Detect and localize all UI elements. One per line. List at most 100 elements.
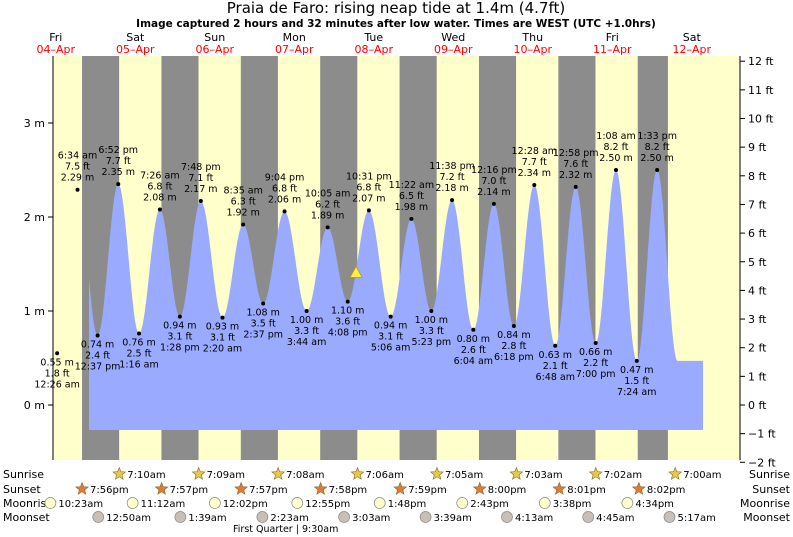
high-tide-feet: 6.5 ft (399, 191, 424, 202)
low-tide-time: 5:23 pm (412, 337, 452, 348)
high-tide-point (241, 222, 246, 227)
y-right-tick-label: −1 ft (748, 428, 776, 441)
high-tide-meters: 2.07 m (352, 193, 385, 204)
low-tide-meters: 0.66 m (579, 347, 612, 358)
high-tide-feet: 7.6 ft (563, 159, 588, 170)
high-tide-meters: 2.50 m (640, 153, 673, 164)
moonrise-time: 4:34pm (635, 499, 674, 510)
low-tide-meters: 0.63 m (539, 350, 572, 361)
low-tide-time: 6:18 pm (494, 352, 534, 363)
sunset-time: 8:02pm (647, 485, 686, 496)
high-tide-time: 8:35 am (223, 186, 262, 197)
high-tide-feet: 6.3 ft (231, 197, 256, 208)
high-tide-point (409, 216, 414, 221)
day-date: 09–Apr (434, 43, 473, 56)
now-triangle-icon (349, 265, 363, 278)
low-tide-point (388, 314, 393, 319)
high-tide-feet: 7.5 ft (65, 162, 90, 173)
high-tide-point (116, 182, 121, 187)
high-tide-point (282, 209, 287, 214)
low-tide-point (137, 331, 142, 336)
low-tide-time: 6:04 am (454, 356, 493, 367)
chart-subtitle: Image captured 2 hours and 32 minutes af… (136, 18, 656, 30)
moonset-icon (256, 511, 269, 523)
moonrise-time: 12:02pm (223, 499, 268, 510)
high-tide-feet: 6.8 ft (272, 183, 297, 194)
moonrise-time: 1:48pm (388, 499, 427, 510)
low-tide-meters: 0.76 m (122, 338, 155, 349)
y-right-tick-label: 10 ft (748, 113, 774, 126)
sunset-time: 7:57pm (170, 485, 209, 496)
low-tide-time: 4:08 pm (328, 328, 368, 339)
low-tide-point (95, 333, 100, 338)
high-tide-point (450, 198, 455, 203)
low-tide-feet: 3.1 ft (378, 332, 403, 343)
sunrise-row-label-left: Sunrise (3, 468, 44, 481)
current-tide-marker (349, 265, 363, 278)
high-tide-point (532, 183, 537, 188)
sunrise-icon (271, 466, 286, 480)
high-tide-meters: 2.35 m (102, 167, 135, 178)
y-left-tick-label: 2 m (24, 211, 45, 224)
moonset-time: 12:50am (106, 513, 151, 524)
sunrise-time: 7:10am (127, 470, 165, 481)
low-tide-time: 1:16 am (119, 360, 158, 371)
day-date: 06–Apr (195, 43, 234, 56)
sunset-time: 7:56pm (90, 485, 129, 496)
sunset-row-label-right: Sunset (752, 483, 790, 496)
high-tide-point (366, 208, 371, 213)
moonset-row-label-right: Moonset (743, 511, 790, 524)
low-tide-feet: 2.8 ft (501, 341, 526, 352)
high-tide-meters: 1.92 m (226, 208, 259, 219)
high-tide-feet: 8.2 ft (645, 142, 670, 153)
high-tide-point (157, 207, 162, 212)
low-tide-feet: 3.6 ft (335, 317, 360, 328)
day-name: Sat (126, 31, 145, 44)
moonrise-row-label-left: Moonrise (3, 497, 53, 510)
moonrise-row-label-right: Moonrise (740, 497, 790, 510)
sunrise-time: 7:08am (286, 470, 324, 481)
moonrise-time: 10:23am (58, 499, 103, 510)
high-tide-time: 7:26 am (140, 170, 179, 181)
sunrise-icon (588, 466, 603, 480)
high-tide-meters: 2.17 m (184, 184, 217, 195)
moonset-time: 3:03am (352, 513, 390, 524)
sunrise-icon (429, 466, 444, 480)
day-date: 08–Apr (354, 43, 393, 56)
high-tide-feet: 8.2 ft (603, 142, 628, 153)
low-tide-meters: 0.94 m (374, 321, 407, 332)
low-tide-point (345, 299, 350, 304)
low-tide-meters: 0.93 m (206, 322, 239, 333)
sunset-icon (472, 481, 487, 495)
high-tide-point (655, 168, 660, 172)
high-tide-feet: 6.2 ft (315, 199, 340, 210)
y-right-tick-label: −2 ft (748, 456, 776, 469)
day-date: 12–Apr (672, 43, 711, 56)
moonset-time: 4:45am (596, 513, 634, 524)
low-tide-feet: 1.8 ft (45, 368, 70, 379)
sunset-icon (313, 481, 328, 495)
low-tide-feet: 2.6 ft (461, 345, 486, 356)
day-name: Sat (683, 31, 702, 44)
low-tide-point (634, 358, 639, 363)
sunrise-icon (509, 466, 524, 480)
y-right-tick-label: 3 ft (748, 313, 767, 326)
sunrise-time: 7:05am (445, 470, 483, 481)
high-tide-time: 10:05 am (305, 188, 350, 199)
sunrise-icon (668, 466, 683, 480)
y-left-tick-label: 1 m (24, 305, 45, 318)
low-tide-meters: 0.47 m (620, 365, 653, 376)
sunrise-row-label-right: Sunrise (749, 468, 790, 481)
y-right-tick-label: 5 ft (748, 256, 767, 269)
moonrise-icon (538, 497, 551, 509)
low-tide-meters: 0.55 m (40, 357, 73, 368)
high-tide-feet: 7.7 ft (522, 157, 547, 168)
high-tide-feet: 7.7 ft (106, 156, 131, 167)
y-right-tick-label: 9 ft (748, 141, 767, 154)
y-axis-left-meters: 0 m 1 m 2 m 3 m (24, 117, 53, 412)
low-tide-time: 1:28 pm (160, 343, 200, 354)
high-tide-time: 12:58 pm (553, 148, 599, 159)
